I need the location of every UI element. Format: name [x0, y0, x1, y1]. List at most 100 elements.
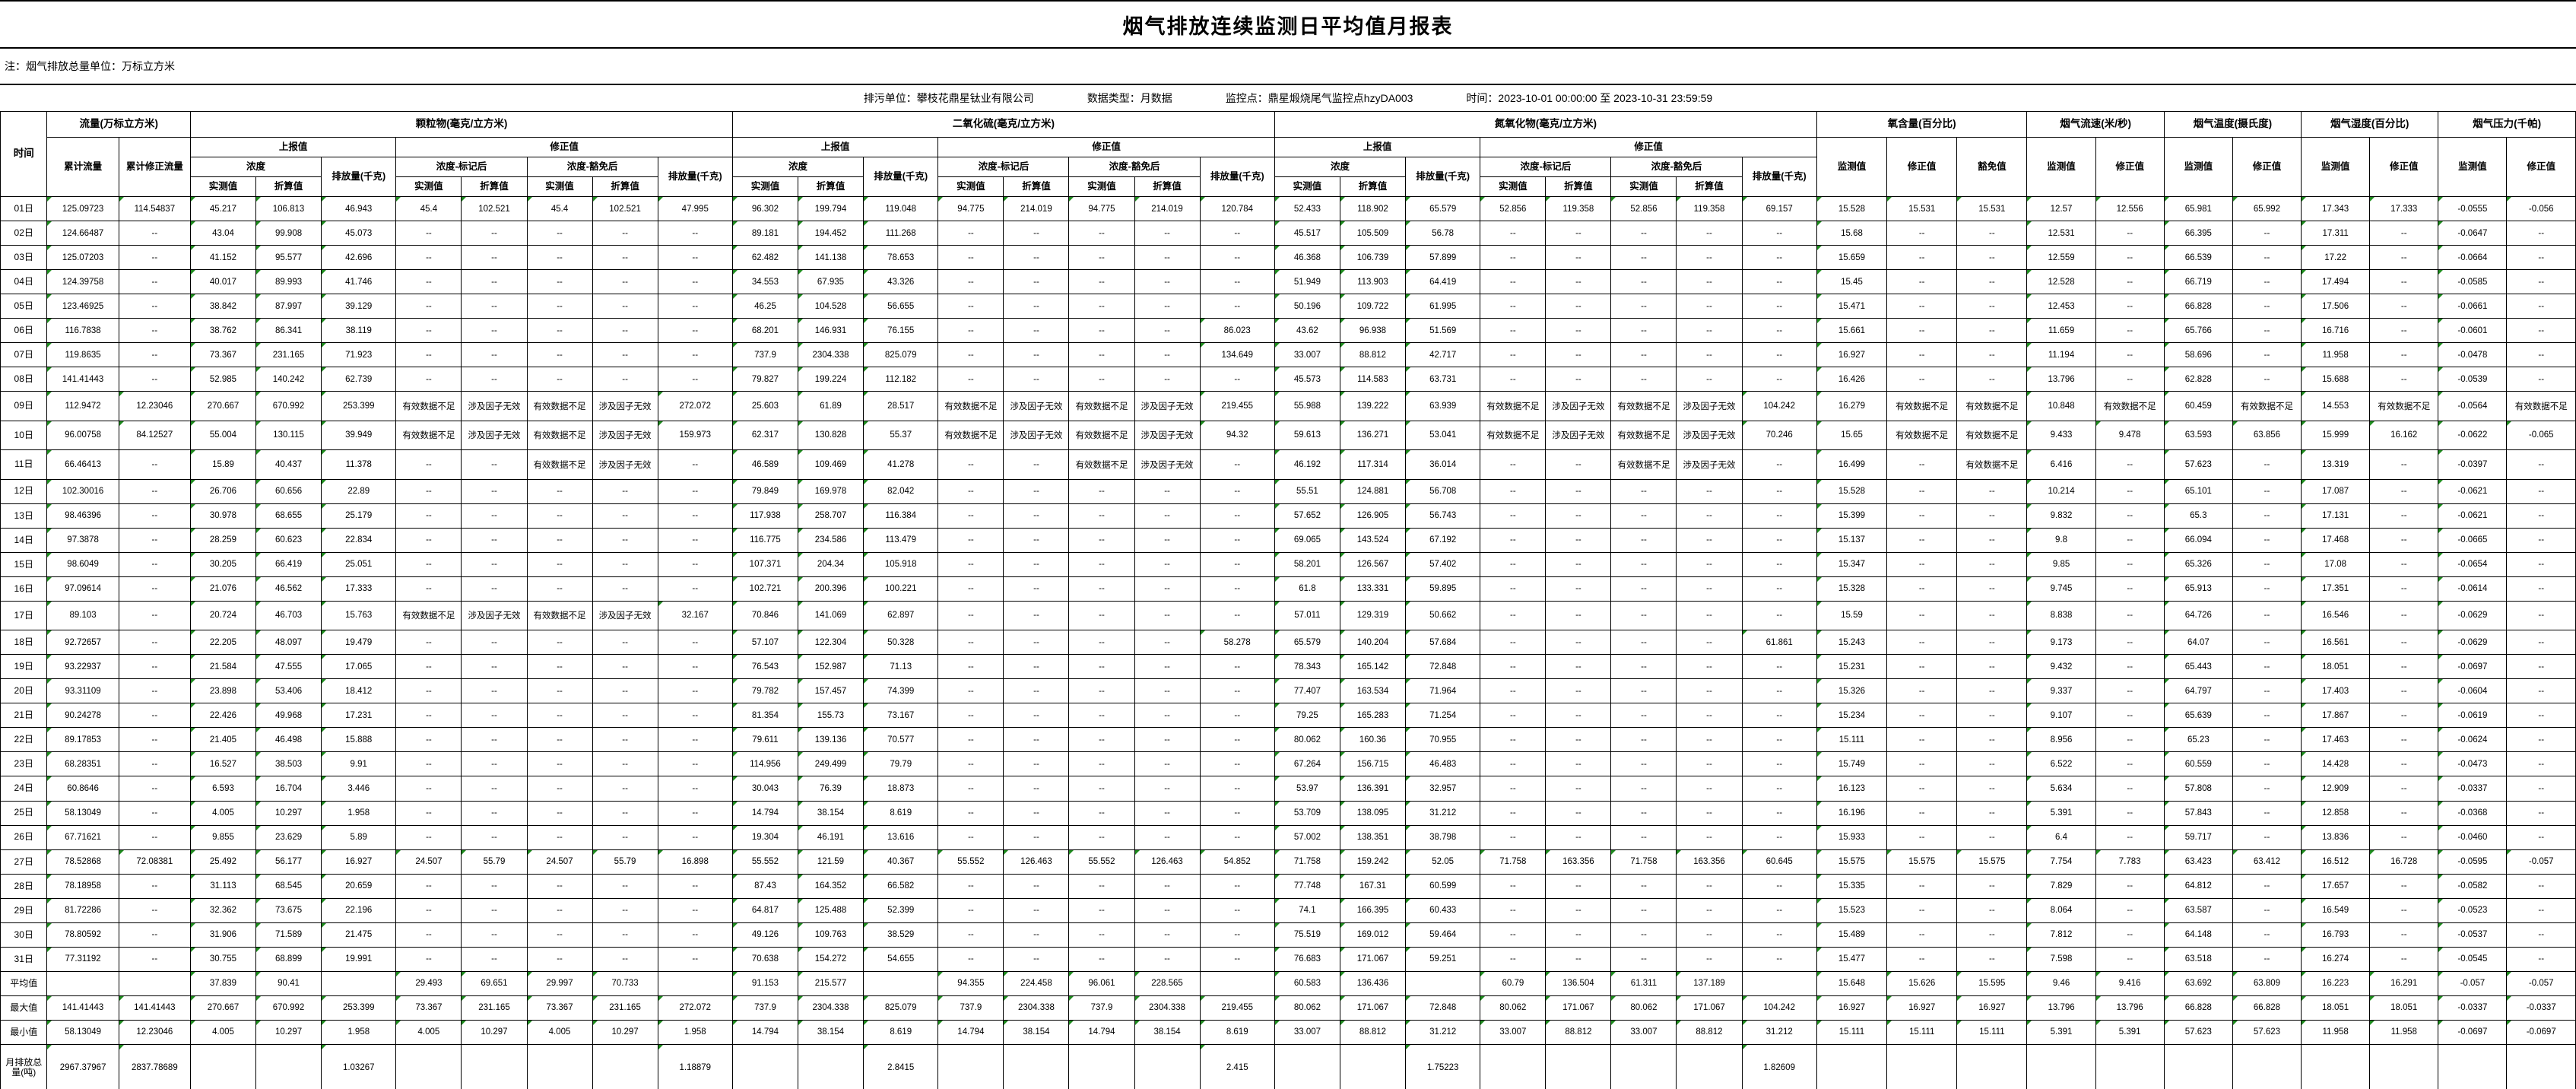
table-cell: -- [1134, 776, 1201, 802]
table-cell: 46.483 [1404, 751, 1481, 777]
table-cell: -- [461, 946, 528, 972]
table-cell: -- [461, 897, 528, 923]
table-cell: -- [1886, 654, 1958, 680]
table-cell: 有效数据不足 [2506, 391, 2576, 421]
table-cell: -- [526, 800, 593, 826]
table-cell: 40.437 [255, 449, 322, 480]
table-cell: 40.017 [189, 269, 257, 295]
table-cell: -- [2232, 824, 2302, 850]
table-cell: 155.73 [797, 703, 864, 729]
table-cell: -- [657, 449, 733, 480]
sub-header: 监测值 [2026, 137, 2096, 197]
table-cell: -- [1956, 630, 2028, 656]
table-cell: -- [1741, 449, 1817, 480]
table-cell: -- [1003, 654, 1070, 680]
table-cell: 9.107 [2026, 703, 2096, 729]
table-cell: 17.22 [2301, 245, 2371, 271]
table-cell [1816, 1043, 1888, 1089]
table-cell: -- [1545, 294, 1612, 319]
table-cell: 71.254 [1404, 703, 1481, 729]
table-cell: -- [461, 703, 528, 729]
table-cell: 16.499 [1816, 449, 1888, 480]
table-cell: -- [526, 551, 593, 577]
table-cell: -- [657, 630, 733, 656]
table-cell: -- [2369, 551, 2439, 577]
table-cell: 57.011 [1274, 600, 1340, 631]
table-cell: -- [1610, 873, 1677, 899]
table-cell: 17.351 [2301, 576, 2371, 602]
table-cell: 73.675 [255, 897, 322, 923]
table-cell: 61.8 [1274, 576, 1340, 602]
table-cell: -0.0473 [2438, 751, 2508, 777]
table-cell: 171.067 [1339, 995, 1407, 1021]
table-cell: -- [2369, 221, 2439, 246]
table-cell: 64.419 [1404, 269, 1481, 295]
table-cell: -- [1068, 294, 1135, 319]
table-cell: -- [657, 727, 733, 753]
table-cell: 66.419 [255, 551, 322, 577]
table-cell: 15.234 [1816, 703, 1888, 729]
table-cell: 231.165 [461, 995, 528, 1021]
table-cell: 14.794 [1068, 1019, 1135, 1045]
table-cell: -- [1545, 221, 1612, 246]
table-cell: 9.416 [2095, 970, 2165, 996]
table-cell: -- [2232, 703, 2302, 729]
table-cell: -- [1003, 922, 1070, 948]
table-cell: 106.739 [1339, 245, 1407, 271]
table-cell: 65.913 [2163, 576, 2233, 602]
table-cell: 15.489 [1816, 922, 1888, 948]
table-cell: -- [1003, 527, 1070, 553]
table-cell: -- [1545, 551, 1612, 577]
table-cell: -- [1480, 946, 1547, 972]
table-cell: 43.04 [189, 221, 257, 246]
sub-header-concentration: 浓度 [189, 157, 322, 177]
table-cell: -- [526, 269, 593, 295]
table-cell: -- [1886, 503, 1958, 529]
table-cell: 171.067 [1545, 995, 1612, 1021]
table-cell: -- [1068, 824, 1135, 850]
table-cell: 有效数据不足 [395, 391, 462, 421]
table-cell: 62.897 [863, 600, 939, 631]
table-cell: 涉及因子无效 [592, 391, 658, 421]
table-cell: -- [1199, 600, 1275, 631]
table-cell: 有效数据不足 [2369, 391, 2439, 421]
table-cell: 18.412 [321, 678, 397, 704]
table-cell: 64.726 [2163, 600, 2233, 631]
table-cell: -- [1741, 318, 1817, 344]
table-cell: -- [118, 922, 191, 948]
table-cell: -- [592, 342, 658, 368]
table-cell: -- [1134, 245, 1201, 271]
table-cell: 8.838 [2026, 600, 2096, 631]
table-cell: 141.138 [797, 245, 864, 271]
table-cell: -- [1676, 527, 1743, 553]
table-cell: 137.189 [1676, 970, 1743, 996]
table-cell: -0.0595 [2438, 849, 2508, 875]
table-cell: -- [1741, 342, 1817, 368]
table-cell: 97.3878 [46, 527, 119, 553]
table-cell: 96.061 [1068, 970, 1135, 996]
table-cell: 52.856 [1610, 195, 1677, 222]
table-cell: -- [461, 478, 528, 504]
table-cell: -0.057 [2506, 849, 2576, 875]
table-cell: 49.126 [731, 922, 798, 948]
table-cell: -- [461, 824, 528, 850]
table-cell: 114.583 [1339, 367, 1407, 392]
table-cell: -- [2232, 503, 2302, 529]
table-cell: -- [1068, 751, 1135, 777]
table-cell: -0.065 [2506, 420, 2576, 451]
table-cell: -- [118, 342, 191, 368]
table-cell: 63.856 [2232, 420, 2302, 451]
table-cell: 16.279 [1816, 391, 1888, 421]
table-cell: 4.005 [189, 800, 257, 826]
table-cell: -- [1610, 342, 1677, 368]
table-cell: 23.629 [255, 824, 322, 850]
table-cell: -- [1480, 245, 1547, 271]
table-cell: 49.968 [255, 703, 322, 729]
table-cell: 17.343 [2301, 195, 2371, 222]
row-label: 05日 [0, 294, 48, 319]
table-cell: 43.326 [863, 269, 939, 295]
table-cell [1886, 1043, 1958, 1089]
row-label: 07日 [0, 342, 48, 368]
table-cell: -- [1741, 551, 1817, 577]
table-cell: -- [1676, 551, 1743, 577]
